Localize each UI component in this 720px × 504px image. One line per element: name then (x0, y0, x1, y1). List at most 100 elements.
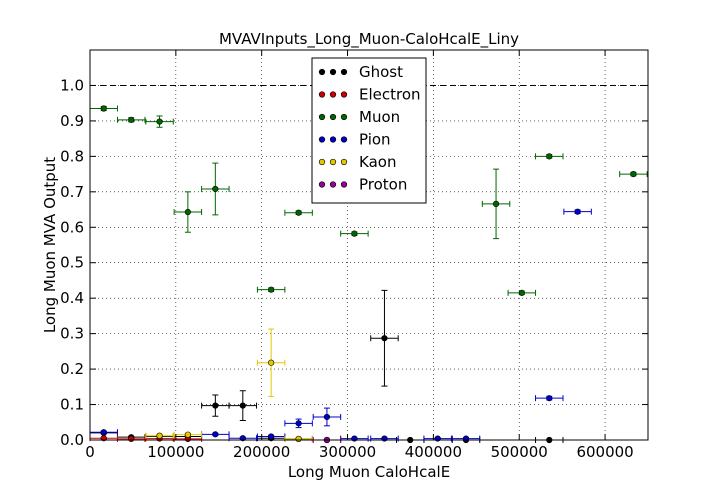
legend-entry-proton: Proton (318, 176, 407, 194)
legend-marker (340, 91, 348, 98)
x-tick-label: 400000 (405, 443, 462, 461)
legend-entry-pion: Pion (318, 131, 391, 149)
data-point (173, 191, 203, 233)
data-point (256, 286, 286, 293)
legend-marker (329, 113, 337, 121)
legend-marker (318, 136, 326, 143)
series-kaon (145, 328, 313, 443)
data-point (340, 230, 369, 237)
point-marker (268, 433, 275, 440)
x-axis-title: Long Muon CaloHcalE (288, 463, 450, 481)
x-tick-label: 0 (85, 443, 95, 461)
data-point (481, 168, 511, 240)
x-tick-label: 500000 (491, 443, 548, 461)
x-tick-label: 600000 (576, 443, 633, 461)
legend-marker (340, 136, 348, 143)
y-tick-label: 0.5 (60, 254, 84, 272)
point-marker (268, 359, 275, 366)
legend-marker (318, 68, 326, 76)
legend-entry-electron: Electron (318, 86, 421, 104)
legend-marker (329, 91, 337, 98)
legend: Ghost Electron Muon Pion Kaon Proton (311, 57, 427, 204)
legend-marker (329, 136, 337, 143)
point-marker (268, 286, 275, 293)
data-point (284, 435, 313, 443)
legend-marker (318, 91, 326, 98)
data-point (256, 328, 286, 397)
point-marker (492, 200, 500, 207)
y-tick-label: 0.8 (60, 147, 84, 165)
legend-box (311, 57, 427, 204)
legend-label: Muon (359, 108, 400, 126)
legend-marker (329, 68, 337, 76)
data-point (535, 153, 564, 160)
point-marker (239, 402, 246, 409)
legend-entry-kaon: Kaon (318, 153, 396, 171)
point-marker (212, 402, 219, 409)
legend-marker (340, 113, 348, 121)
series-muon (89, 105, 648, 296)
point-marker (128, 116, 135, 123)
y-tick-label: 0.2 (60, 360, 84, 378)
legend-marker (340, 158, 348, 166)
y-tick-label: 0.0 (60, 431, 84, 449)
legend-marker (329, 181, 337, 188)
data-point (89, 105, 118, 112)
y-tick-label: 0.3 (60, 325, 84, 343)
legend-entry-ghost: Ghost (318, 63, 403, 81)
data-point (423, 435, 452, 442)
data-point (284, 418, 313, 429)
legend-label: Ghost (359, 63, 403, 81)
data-point (116, 116, 146, 123)
chart-title: MVAVInputs_Long_Muon-CaloHcalE_Liny (219, 30, 519, 49)
data-point (201, 394, 230, 417)
legend-marker (340, 68, 348, 76)
point-marker (546, 153, 553, 160)
legend-label: Electron (359, 86, 421, 104)
data-point (145, 115, 174, 128)
data-point (340, 435, 369, 442)
data-point (89, 429, 118, 436)
data-point (451, 435, 481, 442)
data-point (145, 432, 174, 439)
data-point (201, 431, 230, 438)
data-point (228, 390, 258, 421)
point-marker (295, 209, 302, 216)
point-marker (574, 208, 581, 215)
point-marker (434, 435, 441, 442)
data-point (312, 407, 342, 427)
x-tick-label: 200000 (233, 443, 290, 461)
point-marker (295, 435, 302, 443)
point-marker (295, 420, 302, 427)
legend-marker (340, 181, 348, 188)
point-marker (184, 208, 191, 216)
point-marker (351, 230, 358, 237)
data-point (507, 289, 537, 296)
point-marker (381, 335, 388, 342)
point-marker (128, 435, 135, 443)
y-tick-label: 0.1 (60, 396, 84, 414)
point-marker (212, 431, 219, 438)
data-point (619, 170, 648, 178)
point-marker (100, 429, 107, 436)
y-tick-label: 1.0 (60, 76, 84, 94)
legend-marker (329, 158, 337, 166)
point-marker (156, 118, 163, 125)
y-tick-label: 0.9 (60, 112, 84, 130)
plot-frame (89, 49, 649, 441)
point-marker (630, 170, 637, 178)
point-marker (100, 105, 107, 112)
point-marker (184, 431, 191, 438)
point-marker (156, 432, 163, 439)
data-point (370, 289, 399, 387)
point-marker (518, 289, 525, 296)
data-point (173, 431, 203, 438)
data-point (201, 162, 230, 216)
point-marker (381, 435, 388, 442)
point-marker (351, 435, 358, 442)
x-tick-label: 100000 (147, 443, 204, 461)
data-point (370, 435, 399, 442)
data-point (284, 209, 313, 216)
point-marker (462, 435, 470, 442)
